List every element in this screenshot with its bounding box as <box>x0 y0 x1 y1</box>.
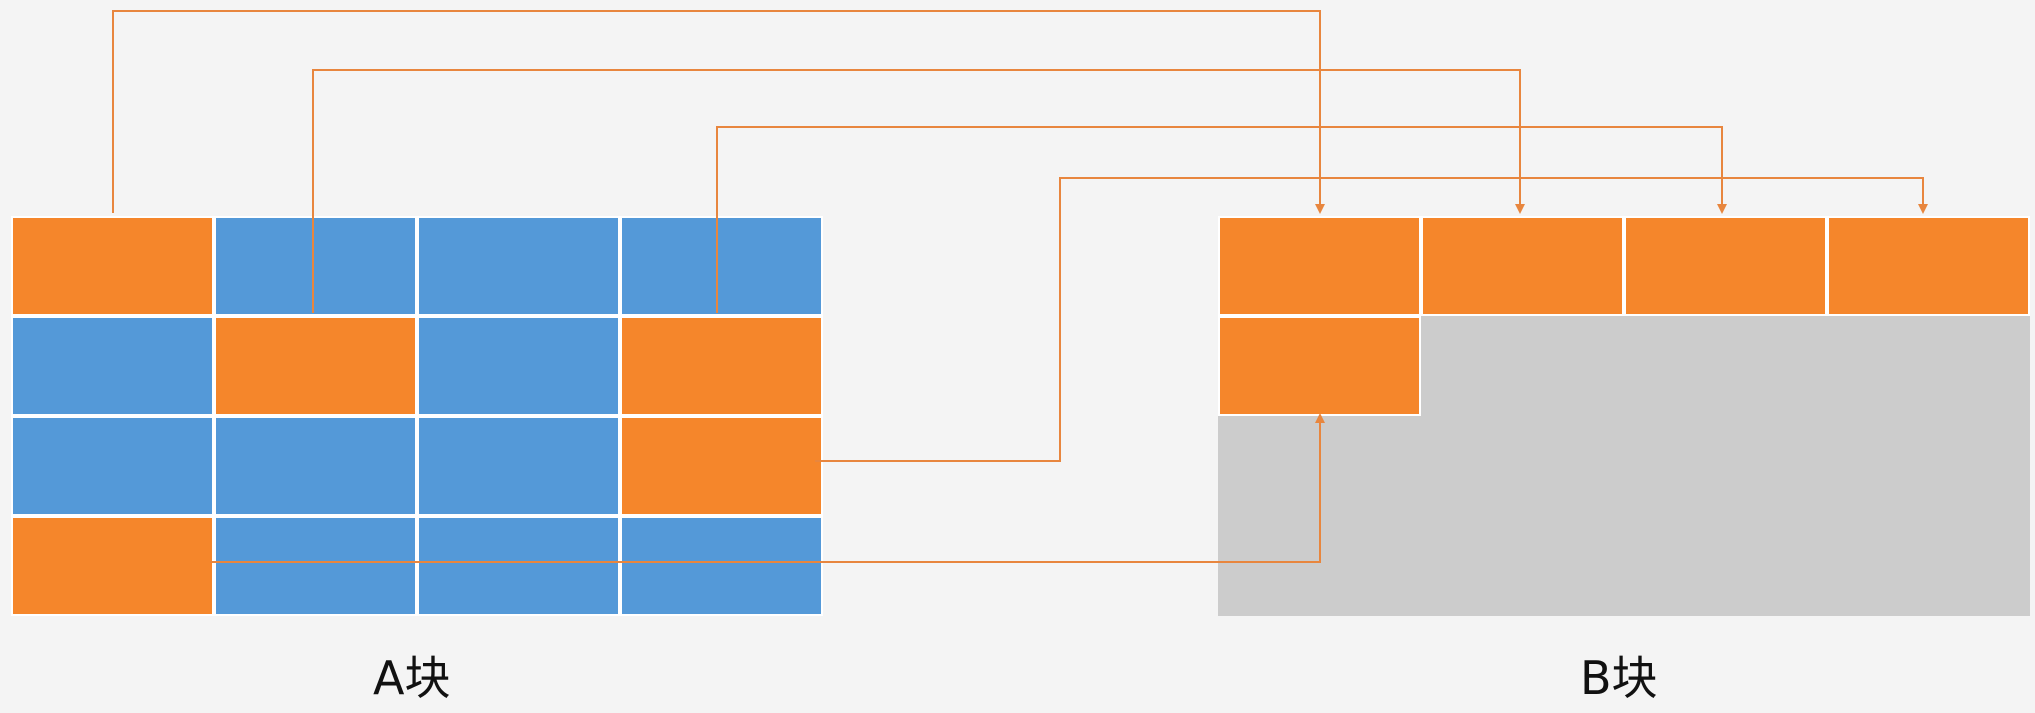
block-a-cell-2-0 <box>11 416 214 516</box>
block-a-cell-3-0 <box>11 516 214 616</box>
block-a-cell-0-3 <box>620 216 823 316</box>
block-b-cell-0-3 <box>1827 216 2030 316</box>
mapping-arrow-4 <box>210 413 1325 563</box>
mapping-arrow-1 <box>312 69 1525 313</box>
block-b-cell-0-2 <box>1624 216 1827 316</box>
mapping-arrow-3 <box>815 177 1928 462</box>
mapping-arrow-2 <box>716 126 1727 313</box>
block-a-cell-2-2 <box>417 416 620 516</box>
block-a-cell-1-2 <box>417 316 620 416</box>
block-a-cell-3-3 <box>620 516 823 616</box>
block-a-label: A块 <box>373 651 451 705</box>
block-b-cell-0-1 <box>1421 216 1624 316</box>
block-a-cell-0-2 <box>417 216 620 316</box>
block-a-cell-1-0 <box>11 316 214 416</box>
block-a-cell-2-3 <box>620 416 823 516</box>
block-b-cell-0-0 <box>1218 216 1421 316</box>
block-a-cell-1-1 <box>214 316 417 416</box>
block-a-cell-1-3 <box>620 316 823 416</box>
block-a-cell-3-2 <box>417 516 620 616</box>
block-b-label: B块 <box>1580 651 1658 705</box>
block-a-cell-2-1 <box>214 416 417 516</box>
mapping-arrow-0 <box>112 10 1325 214</box>
block-a-cell-0-0 <box>11 216 214 316</box>
block-a-cell-3-1 <box>214 516 417 616</box>
block-a-cell-0-1 <box>214 216 417 316</box>
